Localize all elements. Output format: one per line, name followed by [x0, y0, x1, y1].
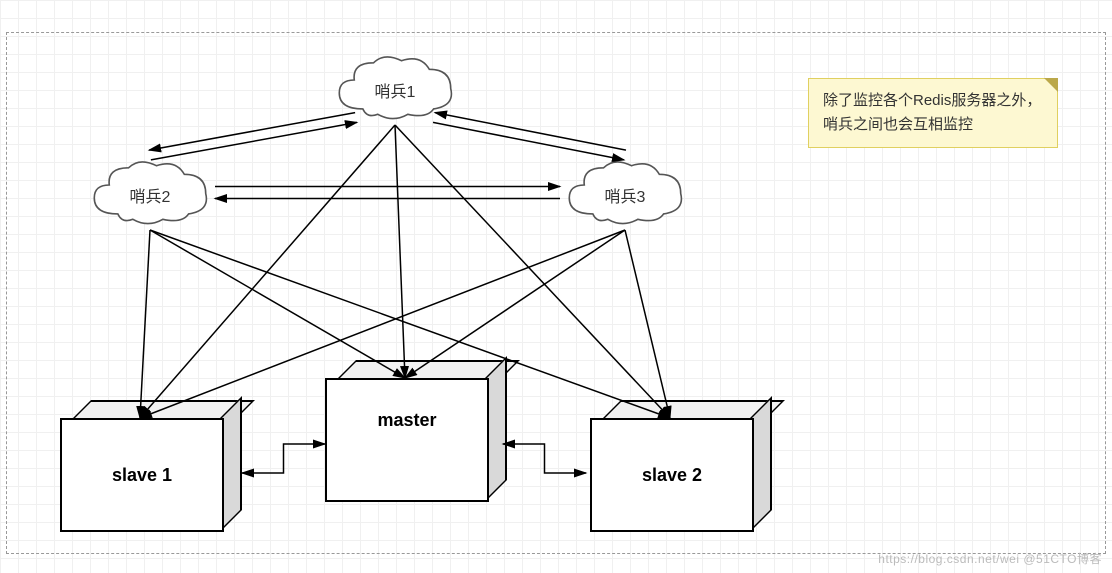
watermark: https://blog.csdn.net/wei @51CTO博客 [878, 550, 1102, 567]
box-label: master [377, 410, 436, 431]
cloud-label: 哨兵1 [375, 84, 416, 101]
cloud-label: 哨兵2 [130, 189, 171, 206]
server-box-master: master [325, 360, 503, 498]
box-label: slave 2 [642, 465, 702, 486]
cloud-label: 哨兵3 [605, 189, 646, 206]
server-box-slave1: slave 1 [60, 400, 238, 528]
sentinel-cloud-s2: 哨兵2 [85, 155, 215, 230]
server-box-slave2: slave 2 [590, 400, 768, 528]
note-box: 除了监控各个Redis服务器之外，哨兵之间也会互相监控 [808, 78, 1058, 148]
box-label: slave 1 [112, 465, 172, 486]
note-text: 除了监控各个Redis服务器之外，哨兵之间也会互相监控 [823, 92, 1041, 133]
sentinel-cloud-s1: 哨兵1 [330, 50, 460, 125]
sentinel-cloud-s3: 哨兵3 [560, 155, 690, 230]
